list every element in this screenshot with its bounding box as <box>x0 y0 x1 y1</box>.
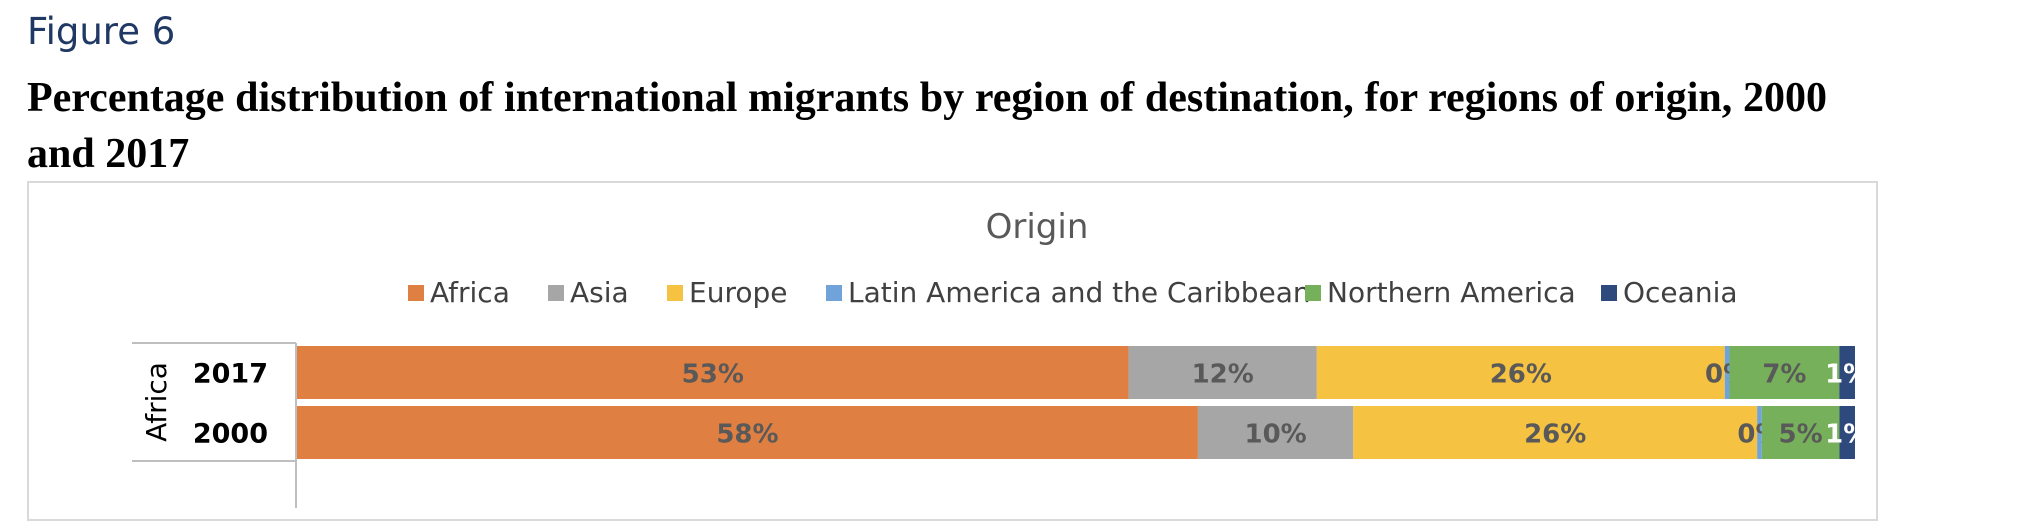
category-label-2017: 2017 <box>193 359 268 390</box>
plot-area: 53% 12% 26% 0% 7% 1%58% 10% 26% 0%5% 1% <box>297 346 1869 459</box>
data-label-2000-0: 58% <box>716 420 778 450</box>
bar-2000-1 <box>1197 406 1354 459</box>
data-label-2017-2: 26% <box>1490 360 1552 390</box>
data-label-2017-5: 1% <box>1825 360 1869 390</box>
legend-label-3: Latin America and the Caribbean <box>848 276 1311 309</box>
bar-2017-3 <box>1724 346 1730 399</box>
chart-title: Origin <box>986 207 1089 247</box>
data-label-2017-1: 12% <box>1192 360 1254 390</box>
figure-title: Percentage distribution of international… <box>27 75 1827 177</box>
legend-label-2: Europe <box>689 276 787 309</box>
group-label: Africa <box>140 362 173 442</box>
legend-swatch-5 <box>1601 285 1617 301</box>
figure-label: Figure 6 <box>27 10 176 53</box>
bar-2017-0 <box>297 346 1129 399</box>
bar-2017-5 <box>1839 346 1855 399</box>
legend-label-0: Africa <box>430 276 510 309</box>
legend-swatch-0 <box>408 285 424 301</box>
bar-2017-4 <box>1729 346 1840 399</box>
bar-2000-2 <box>1353 406 1758 459</box>
legend-swatch-4 <box>1305 285 1321 301</box>
bar-2000-5 <box>1839 406 1855 459</box>
category-axis: Africa 2017 2000 <box>132 342 297 508</box>
bar-2000-0 <box>297 406 1198 459</box>
legend: Africa Asia Europe Latin America and the Ca… <box>408 276 1738 309</box>
bar-2000-3 <box>1757 406 1762 459</box>
legend-swatch-2 <box>667 285 683 301</box>
chart-svg: Origin Africa Asia Europe Latin America and… <box>132 207 1869 508</box>
bar-2017-2 <box>1316 346 1725 399</box>
legend-label-1: Asia <box>570 276 629 309</box>
legend-swatch-1 <box>548 285 564 301</box>
data-label-2017-4: 7% <box>1762 360 1806 390</box>
data-label-2000-1: 10% <box>1244 420 1306 450</box>
legend-label-5: Oceania <box>1623 276 1738 309</box>
legend-label-4: Northern America <box>1327 276 1576 309</box>
data-label-2000-2: 26% <box>1524 420 1586 450</box>
category-label-2000: 2000 <box>193 419 268 450</box>
legend-swatch-3 <box>826 285 842 301</box>
data-label-2017-0: 53% <box>682 360 744 390</box>
data-label-2000-5: 1% <box>1825 420 1869 450</box>
bar-2000-4 <box>1761 406 1840 459</box>
bar-2017-1 <box>1128 346 1317 399</box>
data-label-2000-4: 5% <box>1779 420 1823 450</box>
